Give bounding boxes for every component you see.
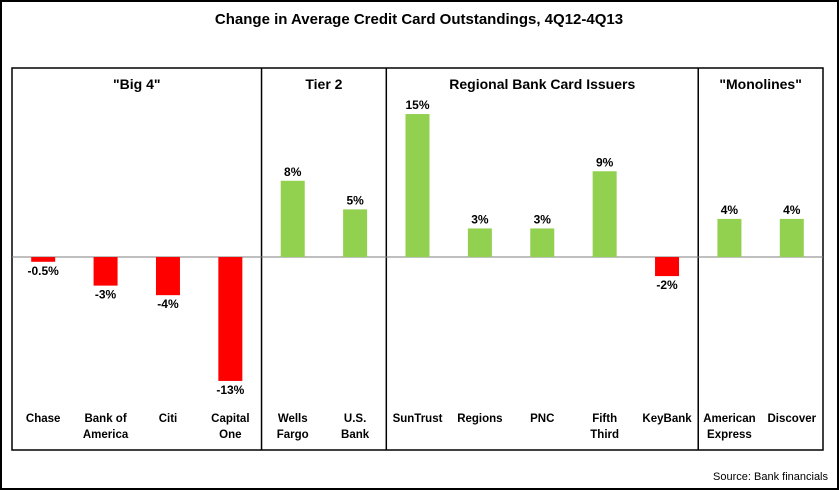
category-label: One	[219, 429, 241, 441]
bar	[218, 257, 243, 381]
bar	[31, 257, 56, 262]
data-label: -0.5%	[28, 264, 60, 278]
category-label: American	[703, 413, 755, 425]
bar	[155, 257, 180, 296]
category-label: Express	[707, 429, 752, 441]
data-label: -4%	[157, 297, 179, 311]
category-label: Wells	[278, 413, 308, 425]
group-header: Regional Bank Card Issuers	[449, 76, 635, 92]
labels-layer: -0.5% Chase -3% Bank of America -4% Citi -13% Ca…	[26, 98, 817, 441]
category-label: Citi	[159, 413, 178, 425]
category-label: U.S.	[344, 413, 366, 425]
bars-layer	[31, 114, 804, 381]
bar	[405, 114, 430, 258]
data-label: -2%	[656, 278, 678, 292]
category-label: Chase	[26, 413, 61, 425]
group-layer: "Big 4" Tier 2 Regional Bank Card Issuers "…	[113, 68, 802, 450]
bar	[343, 209, 368, 258]
category-label: PNC	[530, 413, 554, 425]
source-note: Source: Bank financials	[713, 471, 828, 483]
category-label: SunTrust	[393, 413, 443, 425]
bar	[280, 180, 305, 258]
category-label: Fargo	[277, 429, 309, 441]
group-header: "Big 4"	[113, 76, 161, 92]
data-label: 5%	[346, 193, 364, 207]
data-label: -13%	[216, 383, 244, 397]
data-label: 4%	[721, 203, 739, 217]
bar	[93, 257, 118, 286]
category-label: Bank	[341, 429, 370, 441]
bar	[592, 171, 617, 258]
group-header: "Monolines"	[719, 76, 802, 92]
category-label: Discover	[768, 413, 817, 425]
category-label: Fifth	[592, 413, 617, 425]
bar	[655, 257, 680, 277]
bar	[467, 228, 492, 258]
plot-area-border	[11, 67, 824, 451]
data-label: 15%	[405, 98, 429, 112]
category-label: Bank of	[84, 413, 126, 425]
category-label: Capital	[211, 413, 249, 425]
bar	[530, 228, 555, 258]
data-label: -3%	[95, 288, 117, 302]
chart-title: Change in Average Credit Card Outstandin…	[215, 11, 623, 28]
bar	[717, 218, 742, 258]
category-label: America	[83, 429, 129, 441]
data-label: 9%	[596, 155, 614, 169]
category-label: KeyBank	[642, 413, 692, 425]
data-label: 8%	[284, 165, 302, 179]
category-label: Third	[590, 429, 619, 441]
category-label: Regions	[457, 413, 502, 425]
group-header: Tier 2	[305, 76, 342, 92]
bar	[779, 218, 804, 258]
data-label: 3%	[471, 212, 489, 226]
data-label: 4%	[783, 203, 801, 217]
data-label: 3%	[534, 212, 552, 226]
